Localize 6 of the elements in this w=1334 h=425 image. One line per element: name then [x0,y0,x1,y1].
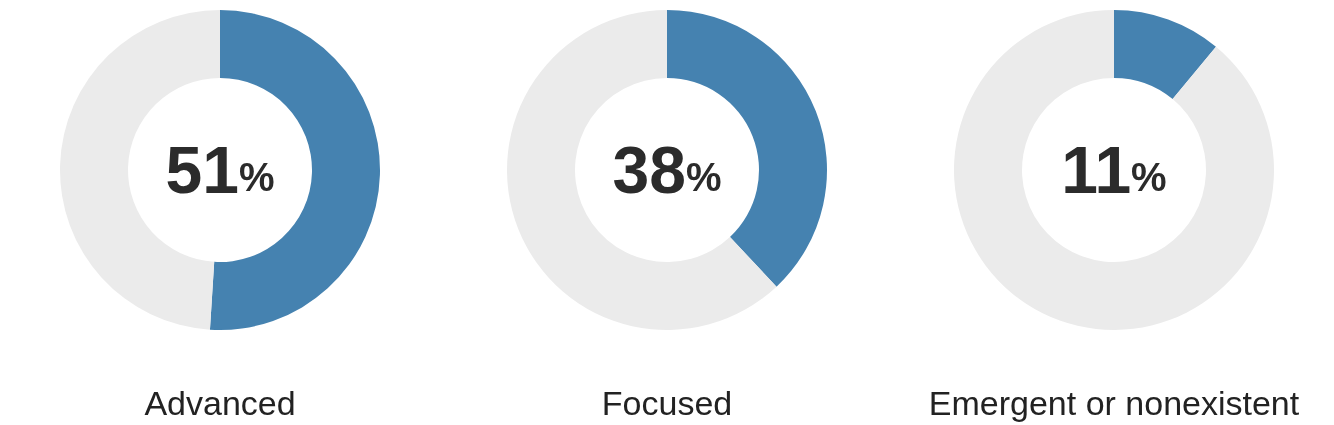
text: Focused [601,384,733,422]
data-label: 38% [612,133,722,207]
data-label: 51% [165,133,275,207]
text: Emergent or nonexistent [928,384,1300,422]
data-label: 11% [1061,133,1167,207]
text: Advanced [144,384,296,422]
